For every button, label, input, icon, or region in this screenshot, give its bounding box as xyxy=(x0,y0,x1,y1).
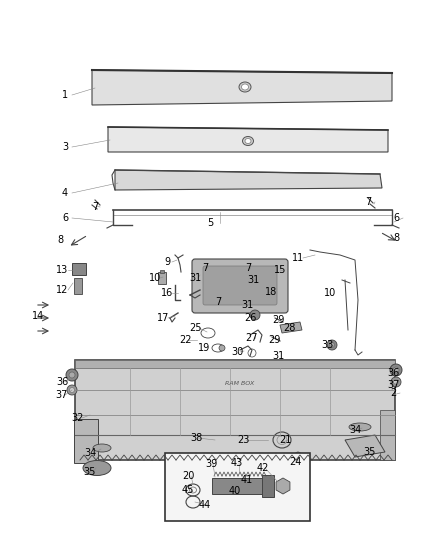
Polygon shape xyxy=(92,70,392,105)
Polygon shape xyxy=(280,322,302,333)
Text: 31: 31 xyxy=(247,275,259,285)
Text: 34: 34 xyxy=(84,448,96,458)
Ellipse shape xyxy=(243,136,254,146)
Text: 8: 8 xyxy=(393,233,399,243)
Text: 39: 39 xyxy=(205,459,217,469)
Text: 6: 6 xyxy=(393,213,399,223)
Text: 31: 31 xyxy=(241,300,253,310)
Text: 38: 38 xyxy=(190,433,202,443)
Text: 35: 35 xyxy=(84,467,96,477)
Circle shape xyxy=(66,369,78,381)
FancyBboxPatch shape xyxy=(203,266,277,305)
Text: 5: 5 xyxy=(207,218,213,228)
Text: 27: 27 xyxy=(246,333,258,343)
Text: RAM BOX: RAM BOX xyxy=(226,381,254,386)
Polygon shape xyxy=(345,435,385,457)
Circle shape xyxy=(70,387,74,392)
Circle shape xyxy=(250,310,260,320)
Text: 23: 23 xyxy=(237,435,249,445)
Text: 1: 1 xyxy=(62,90,68,100)
Text: 20: 20 xyxy=(182,471,194,481)
Text: 10: 10 xyxy=(324,288,336,298)
Text: 29: 29 xyxy=(272,315,284,325)
Ellipse shape xyxy=(245,139,251,143)
Text: 37: 37 xyxy=(387,380,399,390)
Text: 28: 28 xyxy=(283,323,295,333)
Bar xyxy=(72,263,86,275)
Bar xyxy=(165,453,310,521)
Text: 45: 45 xyxy=(182,485,194,495)
Text: 22: 22 xyxy=(179,335,191,345)
Text: 21: 21 xyxy=(279,435,291,445)
Bar xyxy=(74,278,82,294)
Text: 32: 32 xyxy=(72,413,84,423)
Text: 19: 19 xyxy=(198,343,210,353)
Bar xyxy=(262,475,274,497)
Circle shape xyxy=(219,345,225,351)
Text: 43: 43 xyxy=(231,458,243,468)
Text: 7: 7 xyxy=(92,202,98,212)
Text: 36: 36 xyxy=(56,377,68,387)
Text: 41: 41 xyxy=(241,475,253,485)
Polygon shape xyxy=(115,170,382,190)
Text: 7: 7 xyxy=(245,263,251,273)
Text: 17: 17 xyxy=(157,313,169,323)
Text: 40: 40 xyxy=(229,486,241,496)
Polygon shape xyxy=(108,127,388,152)
Circle shape xyxy=(67,385,77,395)
Text: 10: 10 xyxy=(149,273,161,283)
Text: 7: 7 xyxy=(365,197,371,207)
Text: 14: 14 xyxy=(32,311,44,321)
Circle shape xyxy=(391,377,401,387)
Text: 30: 30 xyxy=(231,347,243,357)
Text: 44: 44 xyxy=(199,500,211,510)
Bar xyxy=(158,272,166,284)
Ellipse shape xyxy=(83,461,111,475)
Text: 3: 3 xyxy=(62,142,68,152)
Circle shape xyxy=(393,379,399,384)
FancyBboxPatch shape xyxy=(74,419,98,463)
Bar xyxy=(212,478,264,494)
Circle shape xyxy=(327,340,337,350)
Text: 13: 13 xyxy=(56,265,68,275)
Text: 4: 4 xyxy=(62,188,68,198)
Text: 35: 35 xyxy=(364,447,376,457)
Text: 36: 36 xyxy=(387,368,399,378)
Bar xyxy=(75,360,395,368)
Text: 6: 6 xyxy=(62,213,68,223)
Text: 34: 34 xyxy=(349,425,361,435)
Circle shape xyxy=(69,372,75,378)
Text: 31: 31 xyxy=(189,273,201,283)
Circle shape xyxy=(329,343,335,348)
Text: 11: 11 xyxy=(292,253,304,263)
Text: 12: 12 xyxy=(56,285,68,295)
Text: 8: 8 xyxy=(57,235,63,245)
Bar xyxy=(380,410,395,460)
Text: 16: 16 xyxy=(161,288,173,298)
Text: 2: 2 xyxy=(390,388,396,398)
Text: 25: 25 xyxy=(190,323,202,333)
Text: 7: 7 xyxy=(202,263,208,273)
Bar xyxy=(160,270,164,273)
Circle shape xyxy=(393,367,399,373)
Text: 29: 29 xyxy=(268,335,280,345)
Ellipse shape xyxy=(241,84,248,90)
Text: 24: 24 xyxy=(289,457,301,467)
Text: 42: 42 xyxy=(257,463,269,473)
Text: 9: 9 xyxy=(164,257,170,267)
Ellipse shape xyxy=(239,82,251,92)
Text: 26: 26 xyxy=(244,313,256,323)
Text: 31: 31 xyxy=(272,351,284,361)
Bar xyxy=(75,360,395,460)
Text: 33: 33 xyxy=(321,340,333,350)
Ellipse shape xyxy=(349,423,371,431)
Text: 7: 7 xyxy=(215,297,221,307)
FancyBboxPatch shape xyxy=(192,259,288,313)
Text: 15: 15 xyxy=(274,265,286,275)
Circle shape xyxy=(390,364,402,376)
Text: 37: 37 xyxy=(56,390,68,400)
Circle shape xyxy=(295,452,301,458)
Text: 18: 18 xyxy=(265,287,277,297)
Ellipse shape xyxy=(93,444,111,452)
